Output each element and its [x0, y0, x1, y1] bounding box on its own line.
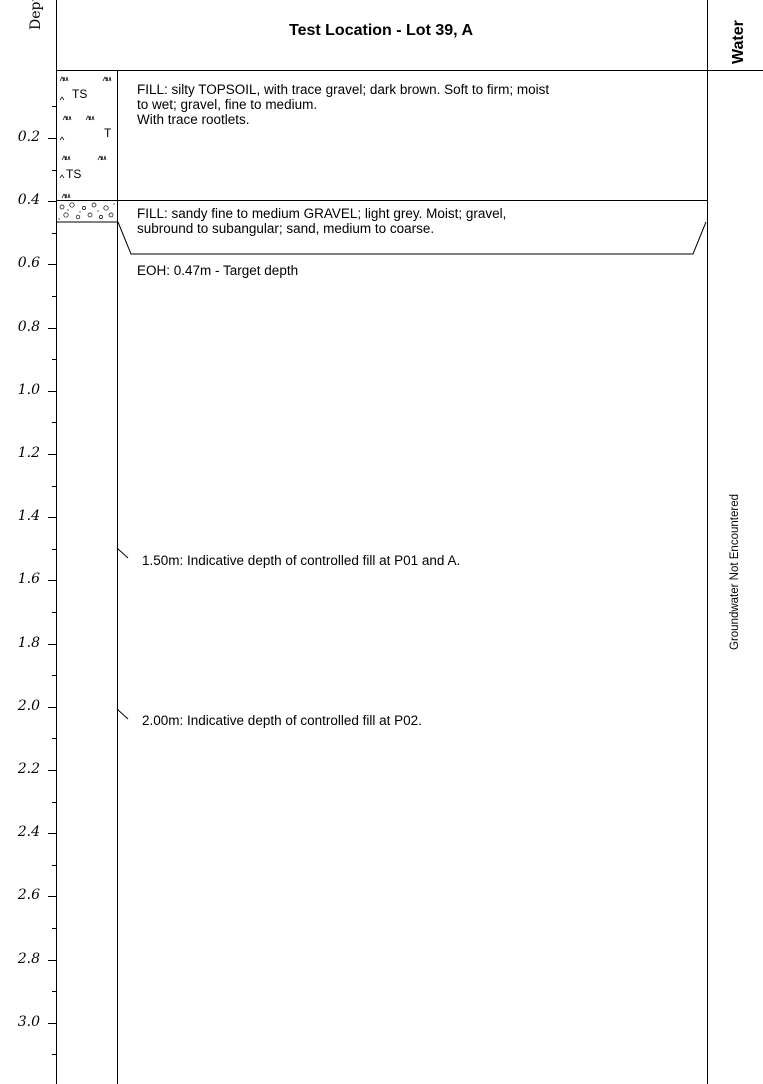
depth-tick-minor [52, 801, 56, 803]
stratum-description-topsoil: FILL: silty TOPSOIL, with trace gravel; … [137, 82, 697, 127]
depth-tick-minor [52, 1054, 56, 1056]
depth-tick-label: 0.6 [17, 255, 40, 272]
depth-tick-label: 1.2 [17, 445, 40, 461]
depth-tick-minor [52, 991, 56, 993]
end-of-hole-marker [117, 221, 707, 255]
topsoil-symbol-label: TS [66, 167, 81, 181]
depth-tick-major [48, 580, 56, 582]
depth-tick-major [48, 327, 56, 329]
depth-tick-major [48, 517, 56, 519]
depth-tick-label: 3.0 [17, 1013, 40, 1030]
test-location-title: Test Location - Lot 39, A [288, 22, 473, 39]
depth-tick-label: 1.4 [17, 508, 40, 525]
depth-tick-label: 1.0 [17, 381, 40, 398]
depth-tick-major [48, 896, 56, 898]
topsoil-symbol-label: T [104, 126, 112, 140]
depth-tick-minor [52, 169, 56, 171]
description-line: to wet; gravel, fine to medium. [137, 97, 318, 112]
depth-tick-major [48, 264, 56, 266]
topsoil-pattern: TS T TS [57, 71, 117, 199]
depth-tick-label: 2.6 [17, 887, 40, 904]
note-leader-line [116, 708, 129, 720]
depth-tick-major [48, 1022, 56, 1024]
stratum-boundary-line [56, 200, 707, 201]
description-line: subround to subangular; sand, medium to … [137, 221, 435, 236]
graphic-log-right-line [117, 70, 118, 1084]
water-column-left-line [707, 0, 708, 1084]
depth-tick-major [48, 454, 56, 455]
depth-tick-minor [52, 612, 56, 613]
note-controlled-fill-p01: 1.50m: Indicative depth of controlled fi… [142, 553, 461, 568]
header-bottom-line [56, 70, 763, 71]
depth-tick-minor [52, 928, 56, 929]
depth-tick-minor [52, 106, 56, 108]
description-line: FILL: silty TOPSOIL, with trace gravel; … [137, 82, 550, 97]
depth-tick-major [48, 138, 56, 139]
depth-tick-label: 2.0 [17, 697, 40, 714]
depth-tick-major [48, 390, 56, 392]
depth-tick-major [48, 959, 56, 961]
depth-tick-minor [52, 232, 56, 234]
depth-tick-minor [52, 864, 56, 866]
groundwater-status: Groundwater Not Encountered [729, 494, 741, 650]
depth-tick-label: 0.2 [17, 129, 40, 145]
depth-tick-label: 2.8 [17, 950, 40, 967]
depth-tick-minor [52, 485, 56, 487]
depth-tick-minor [52, 675, 56, 677]
depth-tick-label: 0.4 [17, 192, 40, 209]
depth-tick-label: 2.2 [17, 761, 40, 777]
depth-tick-label: 1.8 [17, 634, 40, 651]
depth-tick-major [48, 833, 56, 835]
stratum-description-gravel: FILL: sandy fine to medium GRAVEL; light… [137, 206, 697, 236]
depth-tick-major [48, 643, 56, 645]
depth-tick-label: 1.6 [17, 571, 40, 588]
depth-tick-major [48, 201, 56, 203]
description-line: FILL: sandy fine to medium GRAVEL; light… [137, 206, 507, 221]
depth-tick-minor [52, 548, 56, 550]
depth-tick-minor [52, 422, 56, 424]
left-border-line [56, 0, 57, 1084]
note-controlled-fill-p02: 2.00m: Indicative depth of controlled fi… [142, 713, 422, 728]
gravel-pattern [57, 202, 117, 223]
depth-tick-minor [52, 296, 56, 297]
topsoil-symbol-label: TS [72, 87, 87, 101]
end-of-hole-text: EOH: 0.47m - Target depth [137, 263, 299, 278]
description-line: With trace rootlets. [137, 112, 250, 127]
note-leader-line [116, 547, 129, 559]
depth-tick-label: 0.8 [17, 318, 40, 335]
depth-tick-minor [52, 359, 56, 361]
depth-tick-major [48, 770, 56, 771]
depth-tick-minor [52, 738, 56, 740]
depth-tick-major [48, 706, 56, 708]
depth-tick-label: 2.4 [17, 824, 40, 841]
